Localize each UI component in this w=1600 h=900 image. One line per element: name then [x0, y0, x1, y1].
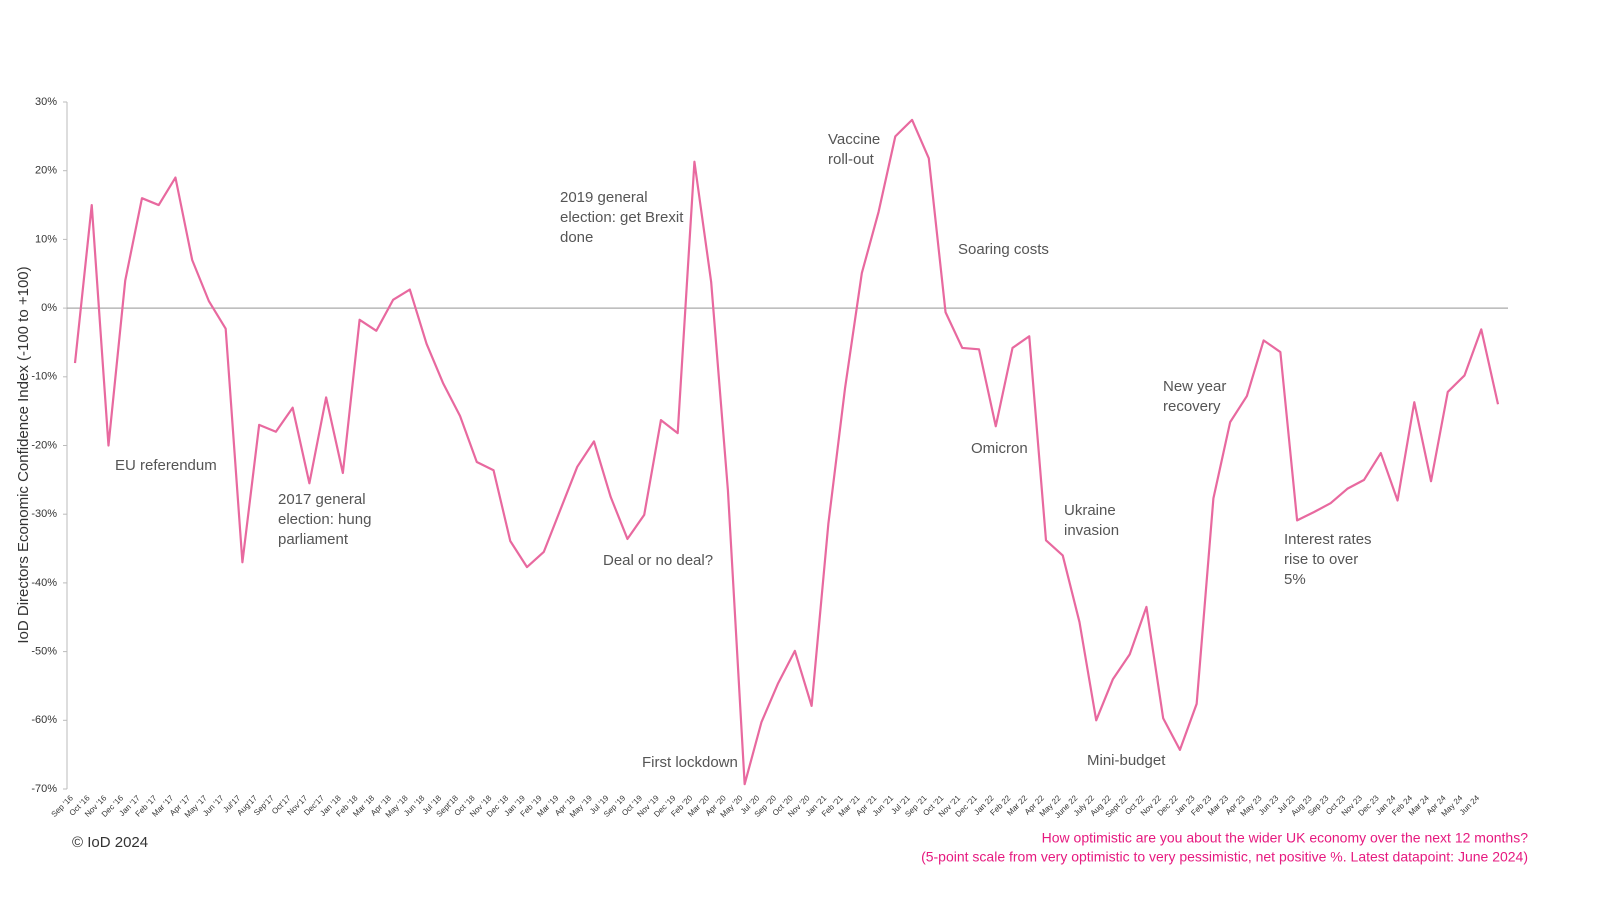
annotation: New year	[1163, 378, 1226, 395]
annotation: Soaring costs	[958, 241, 1049, 258]
x-tick-label: Jun 24	[1458, 793, 1482, 817]
x-tick-label: Jun 23	[1257, 793, 1281, 817]
y-tick-label: -40%	[31, 577, 57, 589]
annotation: 2019 general	[560, 189, 648, 206]
annotation: Interest rates	[1284, 531, 1372, 548]
annotation: First lockdown	[642, 754, 738, 771]
y-tick-label: 30%	[35, 96, 57, 108]
y-axis-label: IoD Directors Economic Confidence Index …	[15, 266, 32, 643]
annotation: rise to over	[1284, 551, 1358, 568]
y-tick-label: -30%	[31, 508, 57, 520]
annotation: 5%	[1284, 571, 1306, 588]
annotation: Omicron	[971, 440, 1028, 457]
annotation: Ukraine	[1064, 502, 1116, 519]
annotation: parliament	[278, 531, 349, 548]
y-tick-label: -50%	[31, 646, 57, 658]
footer: © IoD 2024	[72, 834, 148, 851]
annotation: roll-out	[828, 151, 875, 168]
annotation: Vaccine	[828, 131, 880, 148]
annotation: EU referendum	[115, 457, 217, 474]
y-tick-label: -60%	[31, 714, 57, 726]
annotation: done	[560, 229, 593, 246]
annotation: invasion	[1064, 522, 1119, 539]
note: (5-point scale from very optimistic to v…	[921, 849, 1528, 865]
y-tick-label: -70%	[31, 783, 57, 795]
y-tick-label: -20%	[31, 439, 57, 451]
annotation: election: get Brexit	[560, 209, 684, 226]
y-tick-label: 0%	[41, 302, 57, 314]
annotation: election: hung	[278, 511, 371, 528]
annotation: recovery	[1163, 398, 1221, 415]
annotation: 2017 general	[278, 491, 366, 508]
y-tick-label: 10%	[35, 233, 57, 245]
data-line	[73, 118, 1500, 786]
annotation: Mini-budget	[1087, 752, 1166, 769]
y-tick-label: -10%	[31, 371, 57, 383]
annotation: Deal or no deal?	[603, 552, 713, 569]
note: How optimistic are you about the wider U…	[1042, 830, 1529, 846]
y-tick-label: 20%	[35, 165, 57, 177]
